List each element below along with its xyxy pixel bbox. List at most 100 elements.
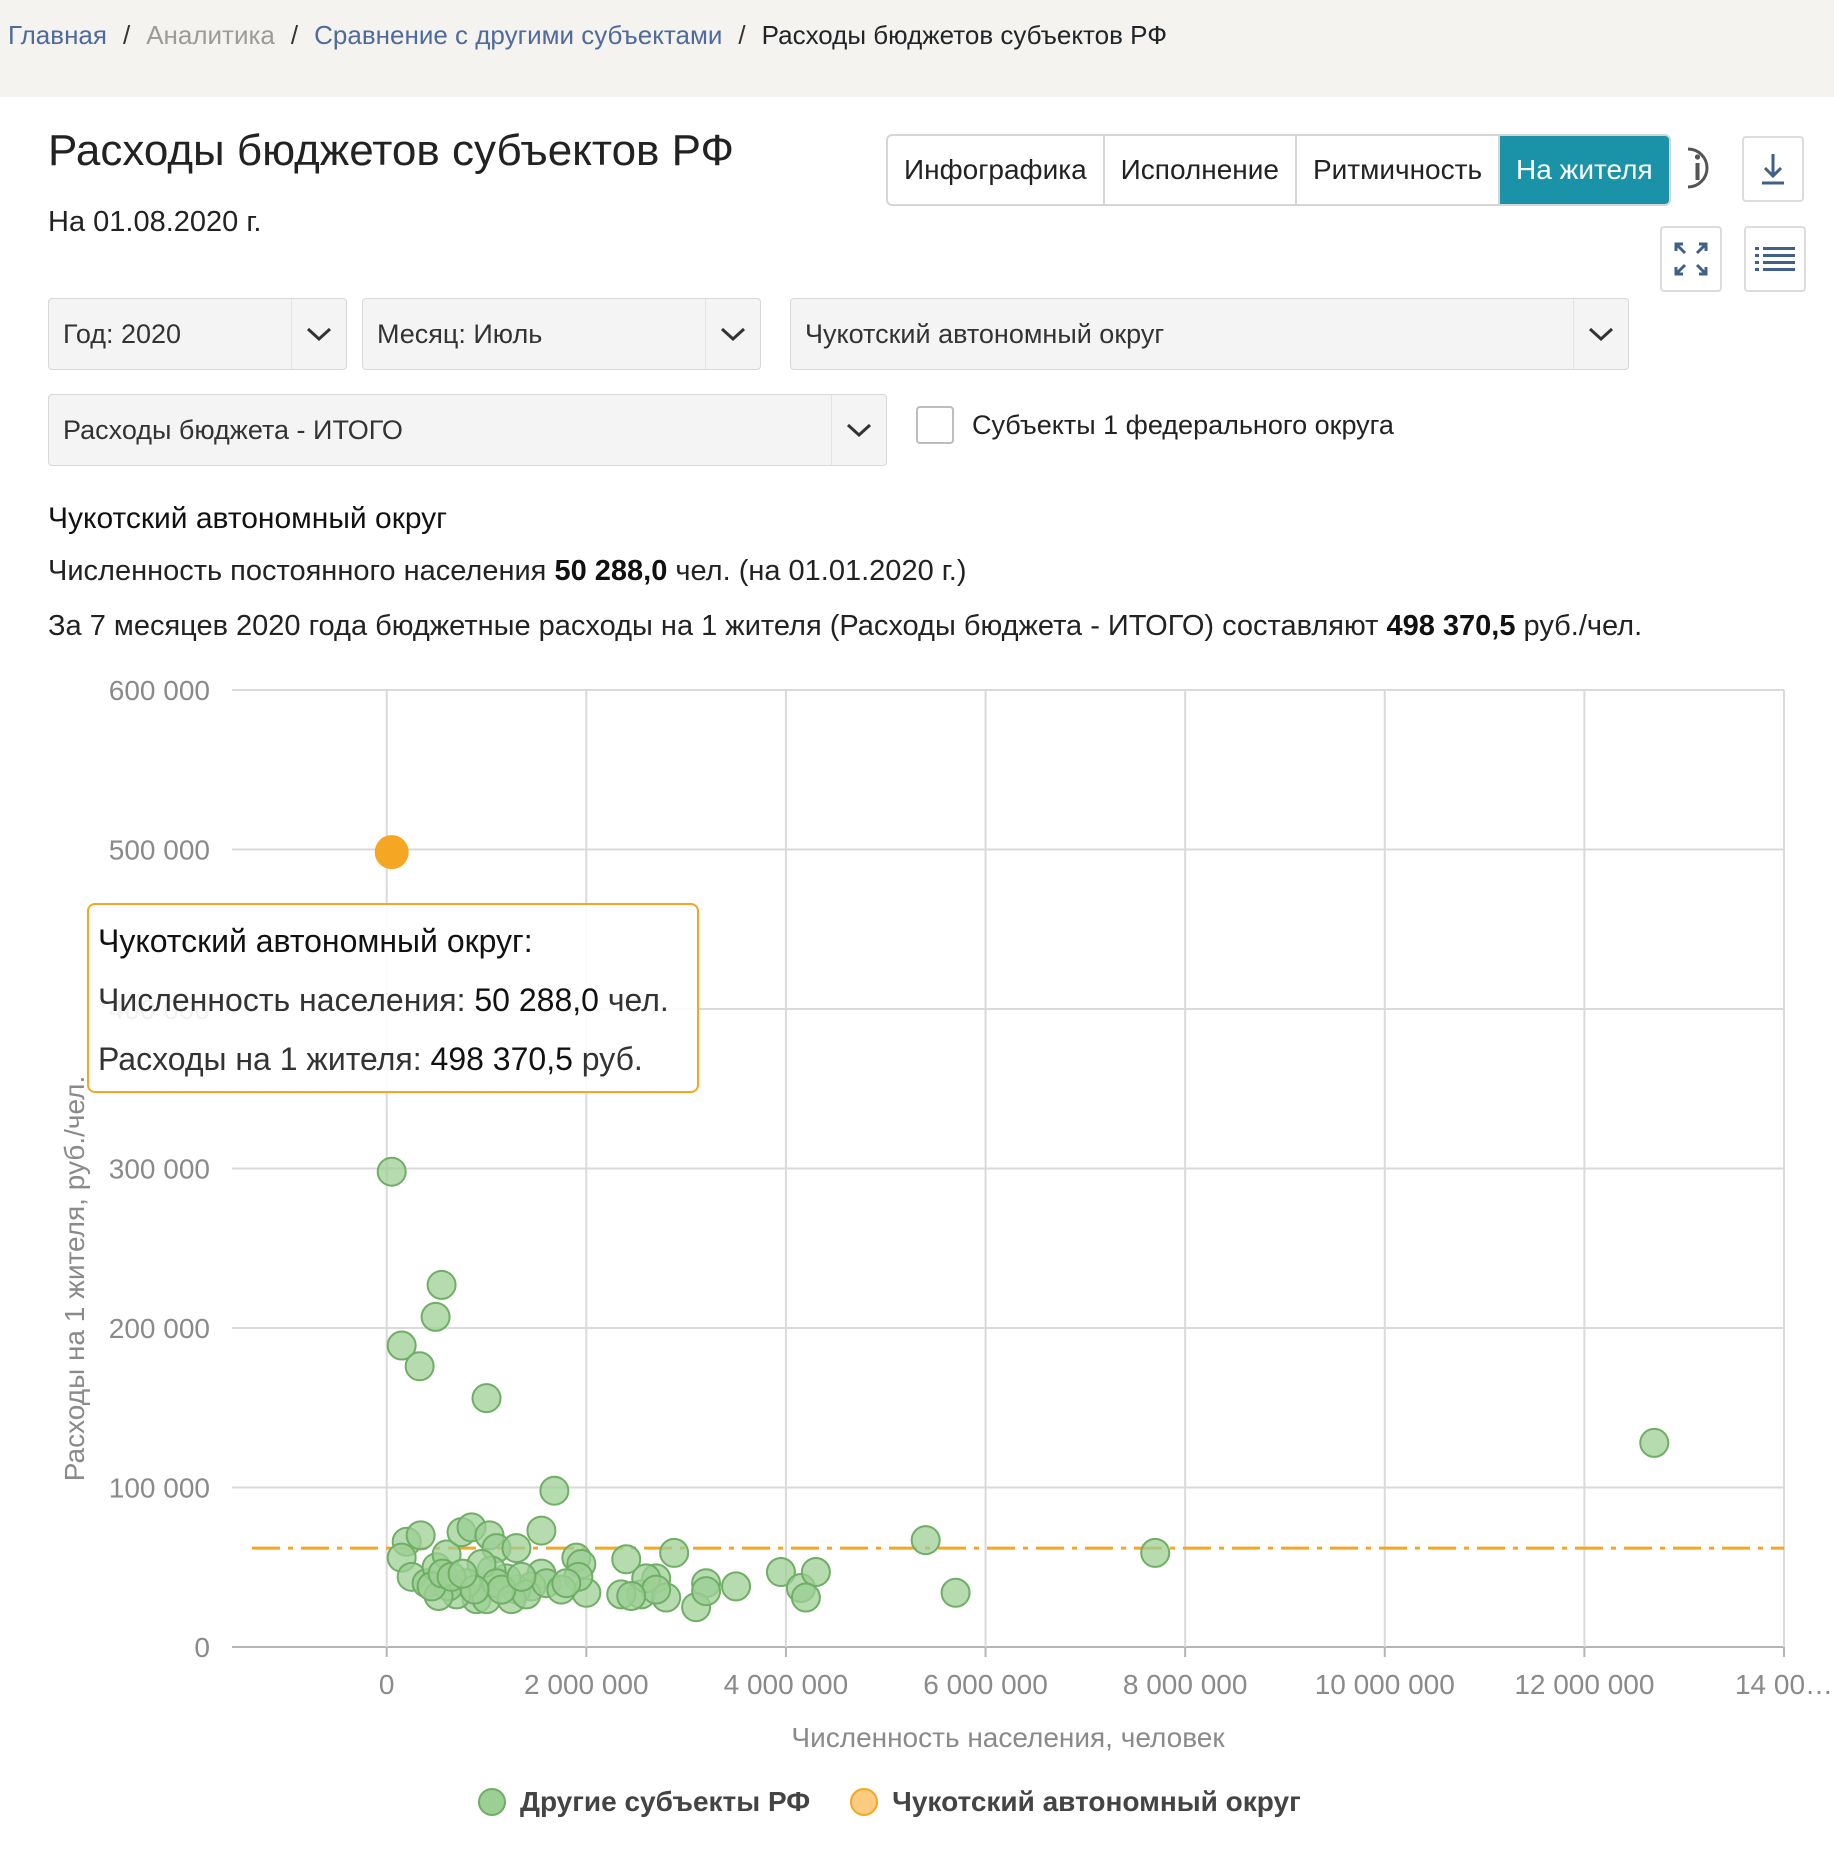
budget-item-select[interactable]: Расходы бюджета - ИТОГО xyxy=(48,394,887,466)
chevron-down-icon xyxy=(705,299,760,369)
region-select-value: Чукотский автономный округ xyxy=(805,318,1165,349)
chart-legend: Другие субъекты РФ Чукотский автономный … xyxy=(478,1786,1341,1818)
list-menu-icon xyxy=(1755,247,1795,271)
x-axis-title: Численность населения, человек xyxy=(791,1722,1225,1753)
tooltip-population-value: 50 288,0 xyxy=(474,982,599,1018)
tooltip-spend-value: 498 370,5 xyxy=(430,1041,573,1077)
scatter-point-other-region xyxy=(765,1557,796,1588)
month-select[interactable]: Месяц: Июль xyxy=(362,298,761,370)
chevron-down-icon xyxy=(291,299,346,369)
tooltip-spend-unit: руб. xyxy=(572,1041,643,1077)
year-select[interactable]: Год: 2020 xyxy=(48,298,347,370)
tooltip-colon: : xyxy=(523,923,533,959)
breadcrumb-separator: / xyxy=(290,20,299,50)
tooltip-population-unit: чел. xyxy=(598,982,669,1018)
fullscreen-button[interactable] xyxy=(1660,226,1722,292)
scatter-point-other-region xyxy=(447,1558,478,1589)
population-prefix: Численность постоянного населения xyxy=(48,555,555,587)
scatter-point-other-region xyxy=(501,1533,532,1564)
breadcrumb-analytics[interactable]: Аналитика xyxy=(146,20,275,50)
y-tick-label: 500 000 xyxy=(109,835,210,866)
tab-execution[interactable]: Исполнение xyxy=(1105,136,1297,204)
legend-item-others[interactable]: Другие субъекты РФ xyxy=(478,1786,810,1818)
year-select-value: Год: 2020 xyxy=(63,318,182,349)
scatter-point-other-region xyxy=(404,1351,435,1382)
scatter-point-other-region xyxy=(506,1561,537,1592)
scatter-point-other-region xyxy=(910,1525,941,1556)
chevron-down-icon xyxy=(1573,299,1628,369)
tooltip-population-label: Численность населения: xyxy=(98,982,475,1018)
x-tick-label: 14 00… xyxy=(1735,1669,1833,1700)
scatter-point-other-region xyxy=(691,1576,722,1607)
info-icon[interactable] xyxy=(1678,143,1718,193)
list-menu-button[interactable] xyxy=(1744,226,1806,292)
region-select[interactable]: Чукотский автономный округ xyxy=(790,298,1629,370)
scatter-point-other-region xyxy=(1639,1427,1670,1458)
breadcrumb-separator: / xyxy=(738,20,746,50)
y-axis-title: Расходы на 1 жителя, руб./чел. xyxy=(59,1076,90,1481)
breadcrumb-compare[interactable]: Сравнение с другими субъектами xyxy=(314,20,723,50)
legend-item-chukotka[interactable]: Чукотский автономный округ xyxy=(850,1786,1301,1818)
breadcrumb-separator: / xyxy=(122,20,131,50)
page-title: Расходы бюджетов субъектов РФ xyxy=(48,126,734,175)
tooltip-title-line: Чукотский автономный округ: xyxy=(98,923,697,960)
y-tick-label: 600 000 xyxy=(109,675,210,706)
month-select-value: Месяц: Июль xyxy=(377,318,543,349)
breadcrumb: Главная / Аналитика / Сравнение с другими су… xyxy=(0,0,1834,97)
scatter-point-other-region xyxy=(721,1571,752,1602)
federal-district-checkbox-label: Субъекты 1 федерального округа xyxy=(972,410,1394,440)
federal-district-checkbox[interactable] xyxy=(916,406,954,444)
spend-value: 498 370,5 xyxy=(1386,610,1516,642)
download-button[interactable] xyxy=(1742,136,1804,202)
view-tabs: Инфографика Исполнение Ритмичность На жи… xyxy=(886,134,1671,206)
scatter-point-other-region xyxy=(790,1582,821,1613)
population-value: 50 288,0 xyxy=(554,555,668,587)
spend-suffix: руб./чел. xyxy=(1515,610,1643,642)
region-heading: Чукотский автономный округ xyxy=(48,502,448,535)
page-subtitle: На 01.08.2020 г. xyxy=(48,206,262,238)
legend-marker-others xyxy=(478,1788,506,1816)
tooltip-title: Чукотский автономный округ xyxy=(98,923,524,959)
scatter-point-other-region xyxy=(426,1269,457,1300)
population-suffix: чел. (на 01.01.2020 г.) xyxy=(667,555,967,587)
y-tick-label: 100 000 xyxy=(109,1473,210,1504)
scatter-point-other-region xyxy=(420,1301,451,1332)
scatter-point-other-region xyxy=(800,1557,831,1588)
x-tick-label: 10 000 000 xyxy=(1315,1669,1455,1700)
x-tick-label: 2 000 000 xyxy=(524,1669,649,1700)
legend-marker-chukotka xyxy=(850,1788,879,1816)
x-tick-label: 8 000 000 xyxy=(1123,1669,1248,1700)
scatter-point-other-region xyxy=(1140,1537,1171,1568)
expand-icon xyxy=(1674,242,1708,276)
tooltip-spend-row: Расходы на 1 жителя: 498 370,5 руб. xyxy=(98,1041,697,1078)
chart-tooltip: Чукотский автономный округ: Численность … xyxy=(87,903,699,1093)
download-icon xyxy=(1762,154,1784,185)
spend-prefix: За 7 месяцев 2020 года бюджетные расходы… xyxy=(48,610,1387,642)
legend-label-chukotka: Чукотский автономный округ xyxy=(892,1786,1301,1817)
tooltip-population-row: Численность населения: 50 288,0 чел. xyxy=(98,982,697,1019)
scatter-point-other-region xyxy=(611,1544,642,1575)
scatter-point-other-region xyxy=(405,1520,436,1551)
scatter-point-other-region xyxy=(641,1574,672,1605)
legend-label-others: Другие субъекты РФ xyxy=(520,1786,811,1817)
y-tick-label: 200 000 xyxy=(109,1313,210,1344)
breadcrumb-home[interactable]: Главная xyxy=(8,20,107,50)
scatter-point-chukotka xyxy=(374,835,409,870)
scatter-point-other-region xyxy=(526,1515,557,1546)
scatter-point-other-region xyxy=(386,1330,417,1361)
y-tick-label: 300 000 xyxy=(109,1154,210,1185)
spend-line: За 7 месяцев 2020 года бюджетные расходы… xyxy=(48,610,1642,643)
tab-per-resident[interactable]: На жителя xyxy=(1500,136,1669,204)
scatter-point-other-region xyxy=(471,1383,502,1414)
scatter-point-other-region xyxy=(376,1156,407,1187)
y-tick-label: 0 xyxy=(194,1632,210,1663)
population-line: Численность постоянного населения 50 288… xyxy=(48,555,967,588)
scatter-point-other-region xyxy=(659,1537,690,1568)
tab-rhythm[interactable]: Ритмичность xyxy=(1297,136,1501,204)
x-tick-label: 6 000 000 xyxy=(923,1669,1048,1700)
chevron-down-icon xyxy=(831,395,886,465)
scatter-point-other-region xyxy=(539,1475,570,1506)
x-tick-label: 4 000 000 xyxy=(724,1669,849,1700)
tab-infographic[interactable]: Инфографика xyxy=(888,136,1105,204)
